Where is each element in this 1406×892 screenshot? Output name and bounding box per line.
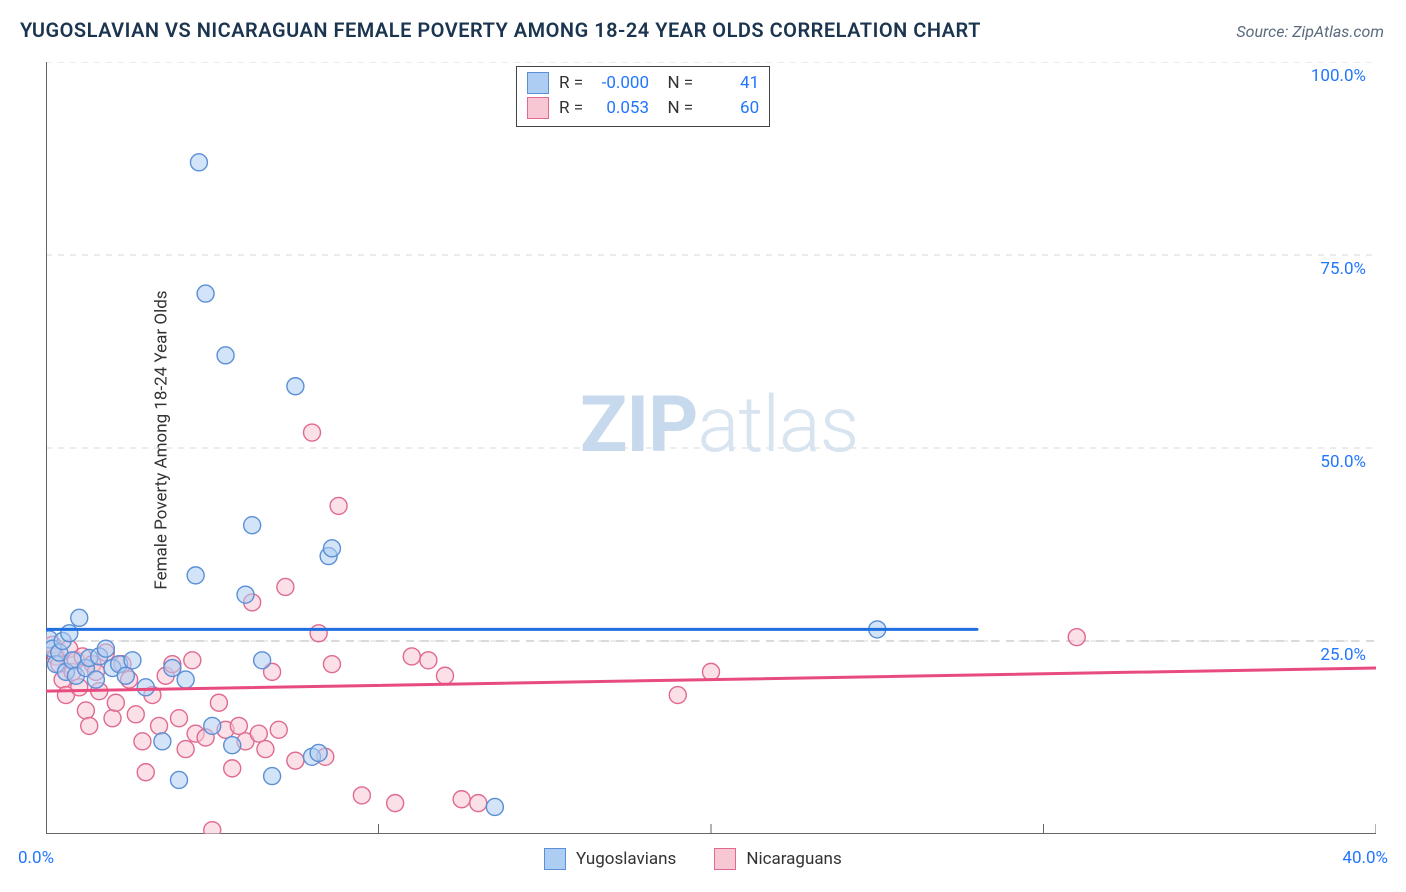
y-tick-label: 25.0% (1306, 645, 1366, 665)
legend-swatch-yugoslavians (544, 848, 566, 870)
stats-row-nicaraguans: R = 0.053 N = 60 (527, 96, 759, 121)
stat-R-label: R = (559, 71, 583, 96)
stat-R-value-1: 0.053 (593, 96, 649, 121)
chart-svg (46, 62, 1376, 834)
swatch-nicaraguans (527, 97, 549, 119)
stats-row-yugoslavians: R = -0.000 N = 41 (527, 71, 759, 96)
swatch-yugoslavians (527, 72, 549, 94)
legend-item-nicaraguans: Nicaraguans (714, 848, 841, 870)
y-tick-label: 100.0% (1306, 66, 1366, 86)
x-max-label: 40.0% (1342, 848, 1388, 868)
stat-R-value-0: -0.000 (593, 71, 649, 96)
origin-label: 0.0% (18, 848, 54, 868)
series-legend: Yugoslavians Nicaraguans (544, 848, 842, 870)
y-tick-label: 50.0% (1306, 452, 1366, 472)
y-tick-label: 75.0% (1306, 259, 1366, 279)
source-attribution: Source: ZipAtlas.com (1236, 22, 1384, 41)
stat-N-value-0: 41 (703, 71, 759, 96)
scatter-plot-area (46, 62, 1376, 834)
correlation-stats-box: R = -0.000 N = 41 R = 0.053 N = 60 (516, 66, 770, 127)
stat-R-label: R = (559, 96, 583, 121)
stat-N-label: N = (659, 71, 693, 96)
stat-N-label: N = (659, 96, 693, 121)
chart-title: YUGOSLAVIAN VS NICARAGUAN FEMALE POVERTY… (20, 18, 981, 42)
legend-item-yugoslavians: Yugoslavians (544, 848, 676, 870)
legend-swatch-nicaraguans (714, 848, 736, 870)
stat-N-value-1: 60 (703, 96, 759, 121)
legend-label-nicaraguans: Nicaraguans (746, 849, 841, 869)
legend-label-yugoslavians: Yugoslavians (576, 849, 676, 869)
